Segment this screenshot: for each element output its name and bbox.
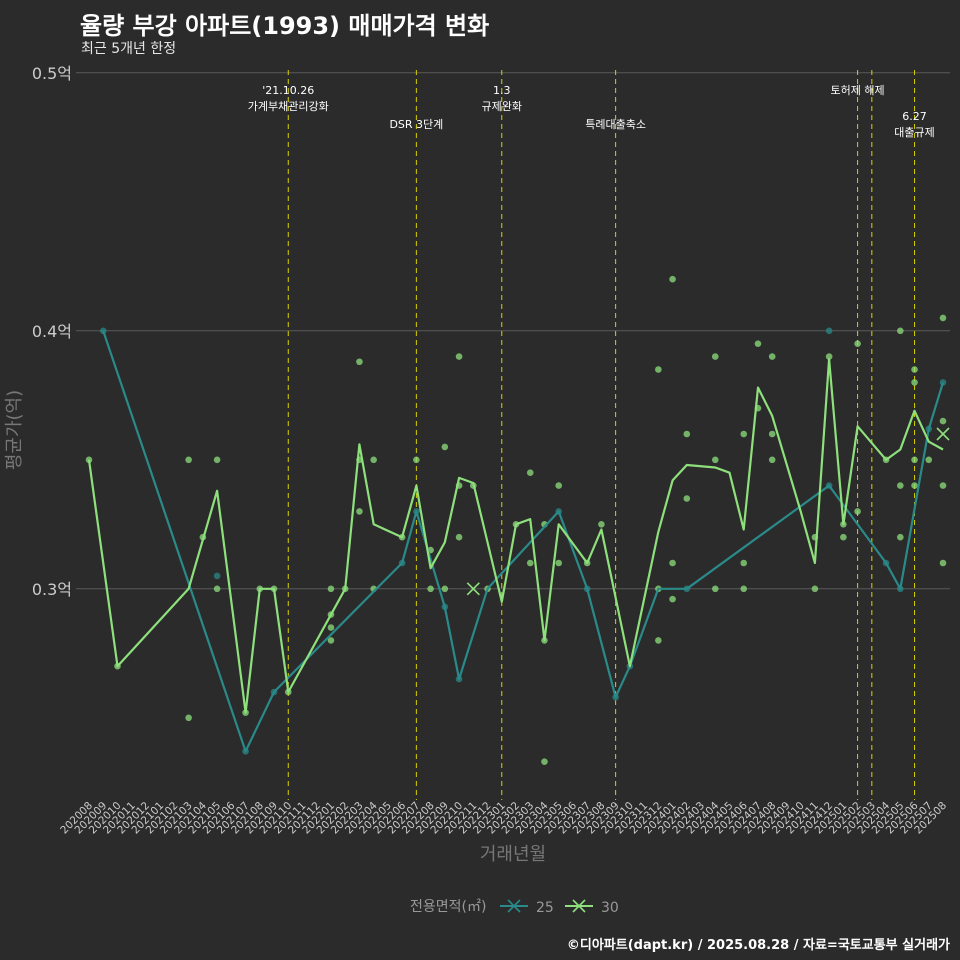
y-axis-title: 평균가(억) bbox=[4, 390, 25, 470]
scatter-point-30 bbox=[740, 585, 748, 593]
scatter-point-30 bbox=[213, 456, 221, 464]
chart-title: 율량 부강 아파트(1993) 매매가격 변화 bbox=[80, 12, 490, 40]
scatter-point-30 bbox=[911, 482, 918, 489]
single-trade-marker bbox=[466, 582, 480, 596]
chart-subtitle: 최근 5개년 한정 bbox=[81, 41, 177, 57]
scatter-point-30 bbox=[897, 327, 904, 335]
policy-annotation: DSR 3단계 bbox=[389, 118, 443, 131]
scatter-point-30 bbox=[555, 482, 562, 489]
scatter-point-30 bbox=[541, 758, 548, 765]
scatter-point-30 bbox=[598, 521, 605, 528]
scatter-point-30 bbox=[356, 508, 363, 515]
scatter-point-30 bbox=[356, 358, 363, 366]
scatter-point-30 bbox=[455, 353, 463, 360]
scatter-point-30 bbox=[754, 340, 762, 348]
scatter-point-30 bbox=[911, 366, 918, 373]
scatter-point-30 bbox=[655, 637, 662, 644]
y-tick-label: 0.4억 bbox=[32, 322, 72, 341]
scatter-point-30 bbox=[669, 559, 676, 567]
policy-annotation: '21.10.26 bbox=[262, 84, 314, 97]
scatter-point-30 bbox=[455, 533, 463, 541]
scatter-point-30 bbox=[768, 456, 776, 464]
scatter-point-30 bbox=[683, 430, 691, 438]
scatter-point-30 bbox=[370, 456, 377, 464]
policy-annotation: 토허제 해제 bbox=[831, 83, 885, 97]
scatter-point-30 bbox=[327, 637, 335, 644]
scatter-point-30 bbox=[711, 456, 719, 464]
scatter-point-30 bbox=[526, 559, 534, 567]
scatter-point-30 bbox=[185, 714, 192, 722]
scatter-point-30 bbox=[811, 585, 819, 593]
scatter-point-30 bbox=[669, 595, 676, 603]
scatter-point-30 bbox=[740, 430, 748, 438]
scatter-point-30 bbox=[213, 585, 221, 593]
series-line-25 bbox=[102, 330, 945, 753]
scatter-point-30 bbox=[939, 482, 947, 489]
legend-title: 전용면적(㎡) bbox=[410, 899, 486, 915]
legend-label-30: 30 bbox=[601, 900, 619, 916]
scatter-point-30 bbox=[655, 366, 662, 373]
scatter-point-30 bbox=[711, 353, 719, 360]
scatter-point-30 bbox=[711, 585, 719, 593]
scatter-point-30 bbox=[825, 353, 833, 360]
legend-label-25: 25 bbox=[536, 900, 554, 916]
scatter-point-30 bbox=[327, 585, 335, 593]
scatter-point-30 bbox=[939, 314, 947, 322]
series-line-30 bbox=[87, 358, 944, 714]
scatter-point-30 bbox=[441, 585, 449, 593]
scatter-point-30 bbox=[768, 353, 776, 360]
scatter-point-30 bbox=[854, 340, 861, 348]
x-axis-title: 거래년월 bbox=[480, 844, 546, 865]
scatter-point-30 bbox=[939, 417, 947, 425]
policy-annotation: 특례대출축소 bbox=[585, 118, 646, 131]
scatter-point-30 bbox=[768, 430, 776, 438]
scatter-point-30 bbox=[441, 443, 449, 451]
scatter-point-30 bbox=[185, 456, 192, 464]
scatter-point-30 bbox=[897, 533, 904, 541]
scatter-point-30 bbox=[683, 495, 691, 502]
scatter-point-30 bbox=[740, 559, 748, 567]
scatter-point-30 bbox=[427, 585, 434, 593]
policy-annotation: 가계부채관리강화 bbox=[248, 100, 329, 113]
scatter-point-30 bbox=[854, 508, 861, 515]
scatter-point-30 bbox=[925, 456, 933, 464]
legend-key-marker-25 bbox=[507, 899, 521, 913]
legend-key-marker-30 bbox=[572, 899, 586, 913]
scatter-point-30 bbox=[911, 379, 918, 386]
scatter-point-30 bbox=[526, 469, 534, 477]
scatter-point-30 bbox=[840, 533, 847, 541]
single-trade-marker bbox=[936, 427, 950, 441]
scatter-point-30 bbox=[555, 559, 562, 567]
scatter-point-30 bbox=[327, 624, 335, 631]
scatter-point-25 bbox=[825, 327, 833, 335]
scatter-point-30 bbox=[413, 456, 420, 464]
policy-annotation: 1.3 bbox=[493, 84, 511, 97]
policy-annotation: 대출규제 bbox=[894, 126, 934, 139]
scatter-point-30 bbox=[669, 275, 676, 283]
policy-annotation: 6.27 bbox=[902, 110, 927, 123]
scatter-point-30 bbox=[897, 482, 904, 489]
scatter-point-30 bbox=[939, 559, 947, 567]
y-tick-label: 0.3억 bbox=[32, 580, 72, 599]
source-caption: ©디아파트(dapt.kr) / 2025.08.28 / 자료=국토교통부 실… bbox=[566, 938, 950, 953]
scatter-point-30 bbox=[911, 456, 918, 464]
scatter-point-25 bbox=[213, 572, 221, 580]
y-tick-label: 0.5억 bbox=[32, 64, 72, 83]
policy-annotation: 규제완화 bbox=[482, 100, 522, 113]
